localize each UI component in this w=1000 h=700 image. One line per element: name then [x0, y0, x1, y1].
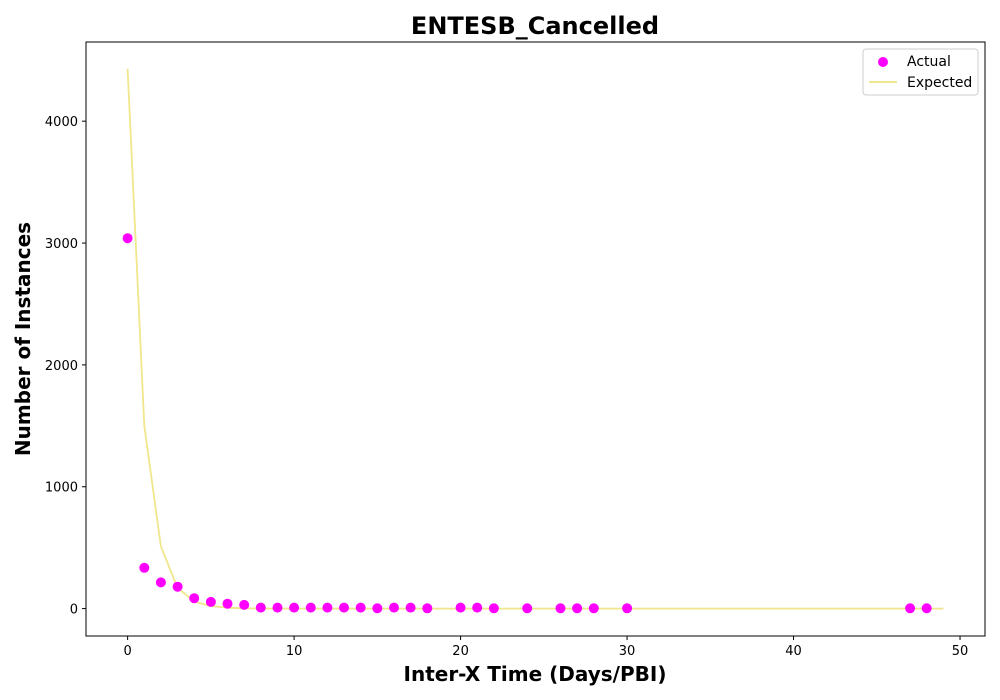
actual-point	[155, 577, 166, 588]
ticks: 0 10 20 30 40 50 0 1000 2000 3000 4000	[45, 115, 968, 659]
y-tick-label: 4000	[45, 115, 78, 130]
actual-point	[921, 603, 932, 614]
x-tick-label: 0	[123, 644, 131, 659]
actual-point	[205, 596, 216, 607]
legend-marker-actual	[878, 57, 888, 67]
actual-point	[305, 602, 316, 613]
actual-point	[355, 602, 366, 613]
actual-point	[122, 233, 133, 244]
chart-title: ENTESB_Cancelled	[411, 12, 659, 40]
actual-point	[622, 603, 633, 614]
actual-point	[289, 602, 300, 613]
actual-point	[172, 581, 183, 592]
actual-point	[322, 602, 333, 613]
y-tick-label: 1000	[45, 481, 78, 496]
x-tick-label: 30	[619, 644, 636, 659]
actual-point	[905, 603, 916, 614]
actual-point	[455, 602, 466, 613]
actual-point	[555, 603, 566, 614]
actual-point	[522, 603, 533, 614]
x-tick-label: 20	[452, 644, 469, 659]
actual-point	[222, 598, 233, 609]
legend-label-expected: Expected	[907, 75, 972, 91]
actual-point	[272, 602, 283, 613]
expected-line	[126, 68, 944, 610]
x-tick-label: 50	[952, 644, 969, 659]
y-tick-label: 3000	[45, 237, 78, 252]
actual-point	[255, 602, 266, 613]
actual-point	[339, 602, 349, 613]
legend: Actual Expected	[862, 48, 979, 96]
actual-point	[389, 602, 399, 613]
plot-area	[122, 68, 944, 614]
x-tick-label: 40	[785, 644, 802, 659]
actual-point	[139, 562, 150, 573]
actual-point	[472, 602, 483, 613]
y-axis-label: Number of Instances	[11, 222, 35, 456]
actual-point	[372, 603, 383, 614]
y-tick-label: 2000	[45, 359, 78, 374]
actual-point	[189, 593, 200, 604]
actual-point	[488, 603, 499, 614]
actual-point	[588, 603, 599, 614]
y-tick-label: 0	[70, 603, 78, 618]
actual-point	[405, 602, 416, 613]
legend-box	[862, 48, 979, 96]
actual-point	[572, 603, 583, 614]
axes-frame	[85, 41, 986, 637]
actual-point	[422, 603, 433, 614]
x-tick-label: 10	[286, 644, 303, 659]
x-axis-label: Inter-X Time (Days/PBI)	[404, 662, 667, 686]
actual-point	[239, 599, 250, 610]
legend-label-actual: Actual	[907, 54, 951, 70]
